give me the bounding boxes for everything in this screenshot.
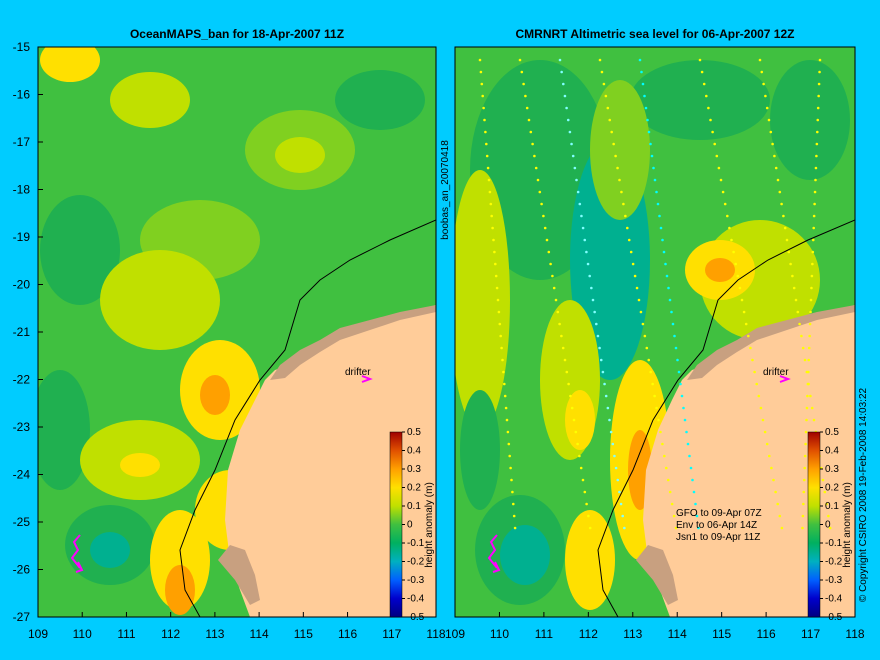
colorbar-tick-label: -0.2 xyxy=(407,557,425,568)
colorbar-tick-label: -0.4 xyxy=(407,594,425,605)
x-tick-label: 110 xyxy=(490,627,509,641)
left-x-axis: 109 110 111 112 113 114 115 116 117 118 xyxy=(28,612,446,641)
colorbar-tick-label: -0.1 xyxy=(825,538,843,549)
right-land xyxy=(643,305,855,617)
x-tick-label: 118 xyxy=(426,627,445,641)
colorbar-tick-label: -0.3 xyxy=(825,575,843,586)
y-tick-label: -16 xyxy=(13,88,31,102)
colorbar-tick-label: 0 xyxy=(825,520,831,531)
colorbar-tick-label: 0.1 xyxy=(825,501,839,512)
y-tick-label: -17 xyxy=(13,135,31,149)
x-tick-label: 112 xyxy=(579,627,598,641)
colorbar-tick-label: -0.4 xyxy=(825,594,843,605)
annotation-gfo: GFO to 09-Apr 07Z xyxy=(676,508,762,519)
altimeter-track-points xyxy=(478,58,832,530)
colorbar-tick-label: -0.2 xyxy=(825,557,843,568)
x-tick-label: 113 xyxy=(623,627,642,641)
x-tick-label: 115 xyxy=(712,627,731,641)
right-panel-title: CMRNRT Altimetric sea level for 06-Apr-2… xyxy=(516,27,795,41)
y-tick-label: -21 xyxy=(13,325,31,339)
y-tick-label: -19 xyxy=(13,230,31,244)
right-drifter-track xyxy=(487,534,501,573)
y-tick-label: -22 xyxy=(13,373,31,387)
run-id-label: boobas_an_20070418 xyxy=(440,140,451,240)
colorbar-tick-label: 0 xyxy=(407,520,413,531)
left-drifter-label: drifter xyxy=(345,367,371,378)
x-tick-label: 111 xyxy=(117,627,136,641)
colorbar-tick-label: -0.5 xyxy=(407,612,425,623)
x-tick-label: 114 xyxy=(668,627,687,641)
x-tick-label: 117 xyxy=(801,627,820,641)
x-tick-label: 111 xyxy=(535,627,554,641)
right-shelf-edge xyxy=(597,219,855,617)
x-tick-label: 109 xyxy=(445,627,465,641)
right-x-axis: 109 110 111 112 113 114 115 116 117 118 xyxy=(445,612,865,641)
colorbar-tick-label: 0.3 xyxy=(825,464,839,475)
left-shelf-edge xyxy=(179,219,436,617)
left-shelf xyxy=(270,305,436,380)
colorbar-tick-label: 0.2 xyxy=(825,483,839,494)
right-shelf xyxy=(687,305,855,380)
left-map: drifter xyxy=(38,47,436,617)
x-tick-label: 117 xyxy=(382,627,401,641)
x-tick-label: 113 xyxy=(205,627,224,641)
annotation-env: Env to 06-Apr 14Z xyxy=(676,520,757,531)
right-colorbar: 0.5 0.4 0.3 0.2 0.1 0 -0.1 -0.2 -0.3 -0.4 -0.5 hei… xyxy=(807,427,853,623)
colorbar-tick-label: 0.1 xyxy=(407,501,421,512)
colorbar-tick-label: 0.2 xyxy=(407,483,421,494)
colorbar-tick-label: 0.4 xyxy=(407,446,421,457)
right-colorbar-label: height anomaly (m) xyxy=(842,482,853,568)
left-drifter-track xyxy=(70,534,84,573)
x-tick-label: 109 xyxy=(28,627,48,641)
y-tick-label: -15 xyxy=(13,40,31,54)
copyright-label: © Copyright CSIRO 2008 19-Feb-2008 14:03… xyxy=(858,387,869,602)
colorbar-tick-label: 0.5 xyxy=(825,427,839,438)
left-drifter-marker xyxy=(361,375,373,383)
y-tick-label: -20 xyxy=(13,278,31,292)
right-map: drifter GFO to 09-Apr 07Z Env to 06-Apr … xyxy=(455,47,855,617)
y-tick-label: -25 xyxy=(13,515,31,529)
left-colorbar: 0.5 0.4 0.3 0.2 0.1 0 -0.1 -0.2 -0.3 -0.4 -0.5 hei… xyxy=(389,427,435,623)
left-colorbar-label: height anomaly (m) xyxy=(424,482,435,568)
y-tick-label: -24 xyxy=(13,468,31,482)
x-tick-label: 112 xyxy=(161,627,180,641)
x-tick-label: 114 xyxy=(250,627,269,641)
x-tick-label: 110 xyxy=(73,627,92,641)
colorbar-tick-label: 0.3 xyxy=(407,464,421,475)
colorbar-tick-label: -0.3 xyxy=(407,575,425,586)
colorbar-tick-label: -0.5 xyxy=(825,612,843,623)
colorbar-tick-label: -0.1 xyxy=(407,538,425,549)
x-tick-label: 116 xyxy=(757,627,776,641)
colorbar-tick-label: 0.5 xyxy=(407,427,421,438)
x-tick-label: 115 xyxy=(294,627,313,641)
annotation-jsn1: Jsn1 to 09-Apr 11Z xyxy=(676,532,760,543)
left-y-axis: -15 -16 -17 -18 -19 -20 -21 -22 -23 -24 -25 -26 -27 xyxy=(13,40,43,624)
left-land xyxy=(225,305,436,617)
y-tick-label: -23 xyxy=(13,420,31,434)
y-tick-label: -18 xyxy=(13,183,31,197)
colorbar-tick-label: 0.4 xyxy=(825,446,839,457)
y-tick-label: -26 xyxy=(13,563,31,577)
left-panel-title: OceanMAPS_ban for 18-Apr-2007 11Z xyxy=(130,27,344,41)
right-drifter-marker xyxy=(779,375,791,383)
right-drifter-label: drifter xyxy=(763,367,789,378)
right-map-frame xyxy=(454,46,856,618)
x-tick-label: 118 xyxy=(845,627,864,641)
x-tick-label: 116 xyxy=(338,627,357,641)
y-tick-label: -27 xyxy=(13,610,31,624)
